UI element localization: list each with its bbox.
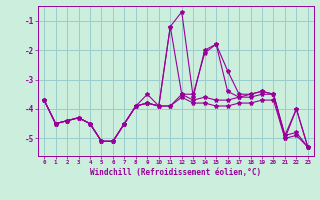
X-axis label: Windchill (Refroidissement éolien,°C): Windchill (Refroidissement éolien,°C) — [91, 168, 261, 177]
